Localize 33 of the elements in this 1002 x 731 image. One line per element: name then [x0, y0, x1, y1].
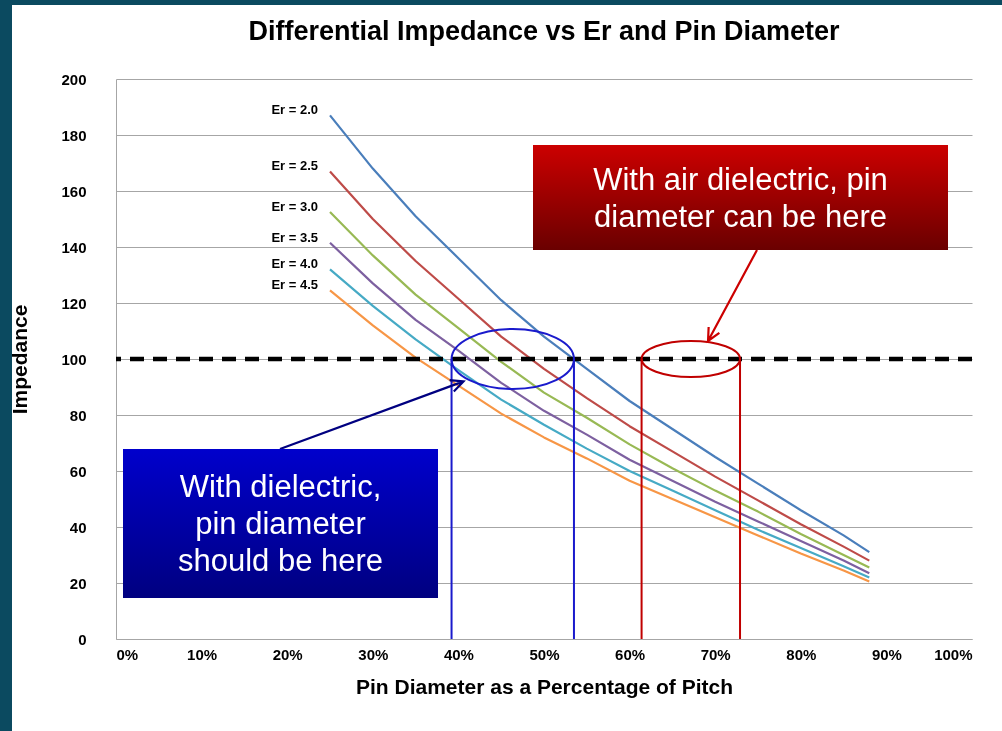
y-tick-label: 160: [61, 182, 87, 200]
series-label: Er = 3.0: [271, 199, 318, 214]
y-tick-label: 60: [69, 462, 87, 480]
y-tick-label: 180: [61, 126, 87, 144]
series-label: Er = 3.5: [271, 229, 318, 245]
y-axis-title: Impedance: [8, 304, 32, 415]
x-tick-label: 0%: [116, 645, 139, 663]
series-label: Er = 2.5: [271, 158, 318, 174]
y-tick-label: 40: [69, 518, 87, 536]
x-tick-label: 80%: [786, 645, 817, 663]
y-tick-label: 0: [78, 630, 87, 648]
series-label: Er = 4.0: [271, 256, 318, 272]
x-tick-label: 30%: [358, 645, 389, 663]
x-tick-label: 50%: [529, 645, 560, 663]
chart-title: Differential Impedance vs Er and Pin Diameter: [248, 16, 841, 46]
x-tick-label: 90%: [871, 645, 902, 663]
y-tick-label: 20: [69, 574, 87, 592]
y-tick-label: 100: [61, 350, 87, 368]
x-axis-title: Pin Diameter as a Percentage of Pitch: [356, 674, 733, 698]
y-tick-label: 200: [61, 70, 87, 88]
x-tick-label: 40%: [443, 645, 474, 663]
y-tick-label: 120: [61, 294, 87, 312]
series-label: Er = 4.5: [271, 277, 318, 293]
callout-box: With air dielectric, pin diameter can be here: [533, 145, 948, 250]
x-tick-label: 100%: [934, 645, 973, 663]
x-tick-label: 20%: [272, 645, 303, 663]
series-label: Er = 2.0: [271, 102, 318, 118]
y-tick-label: 80: [69, 406, 87, 424]
y-tick-label: 140: [61, 238, 87, 256]
callout-box: With dielectric, pin diameter should be here: [123, 449, 438, 598]
x-tick-label: 60%: [615, 645, 646, 663]
x-tick-label: 70%: [700, 645, 731, 663]
x-tick-label: 10%: [187, 645, 218, 663]
